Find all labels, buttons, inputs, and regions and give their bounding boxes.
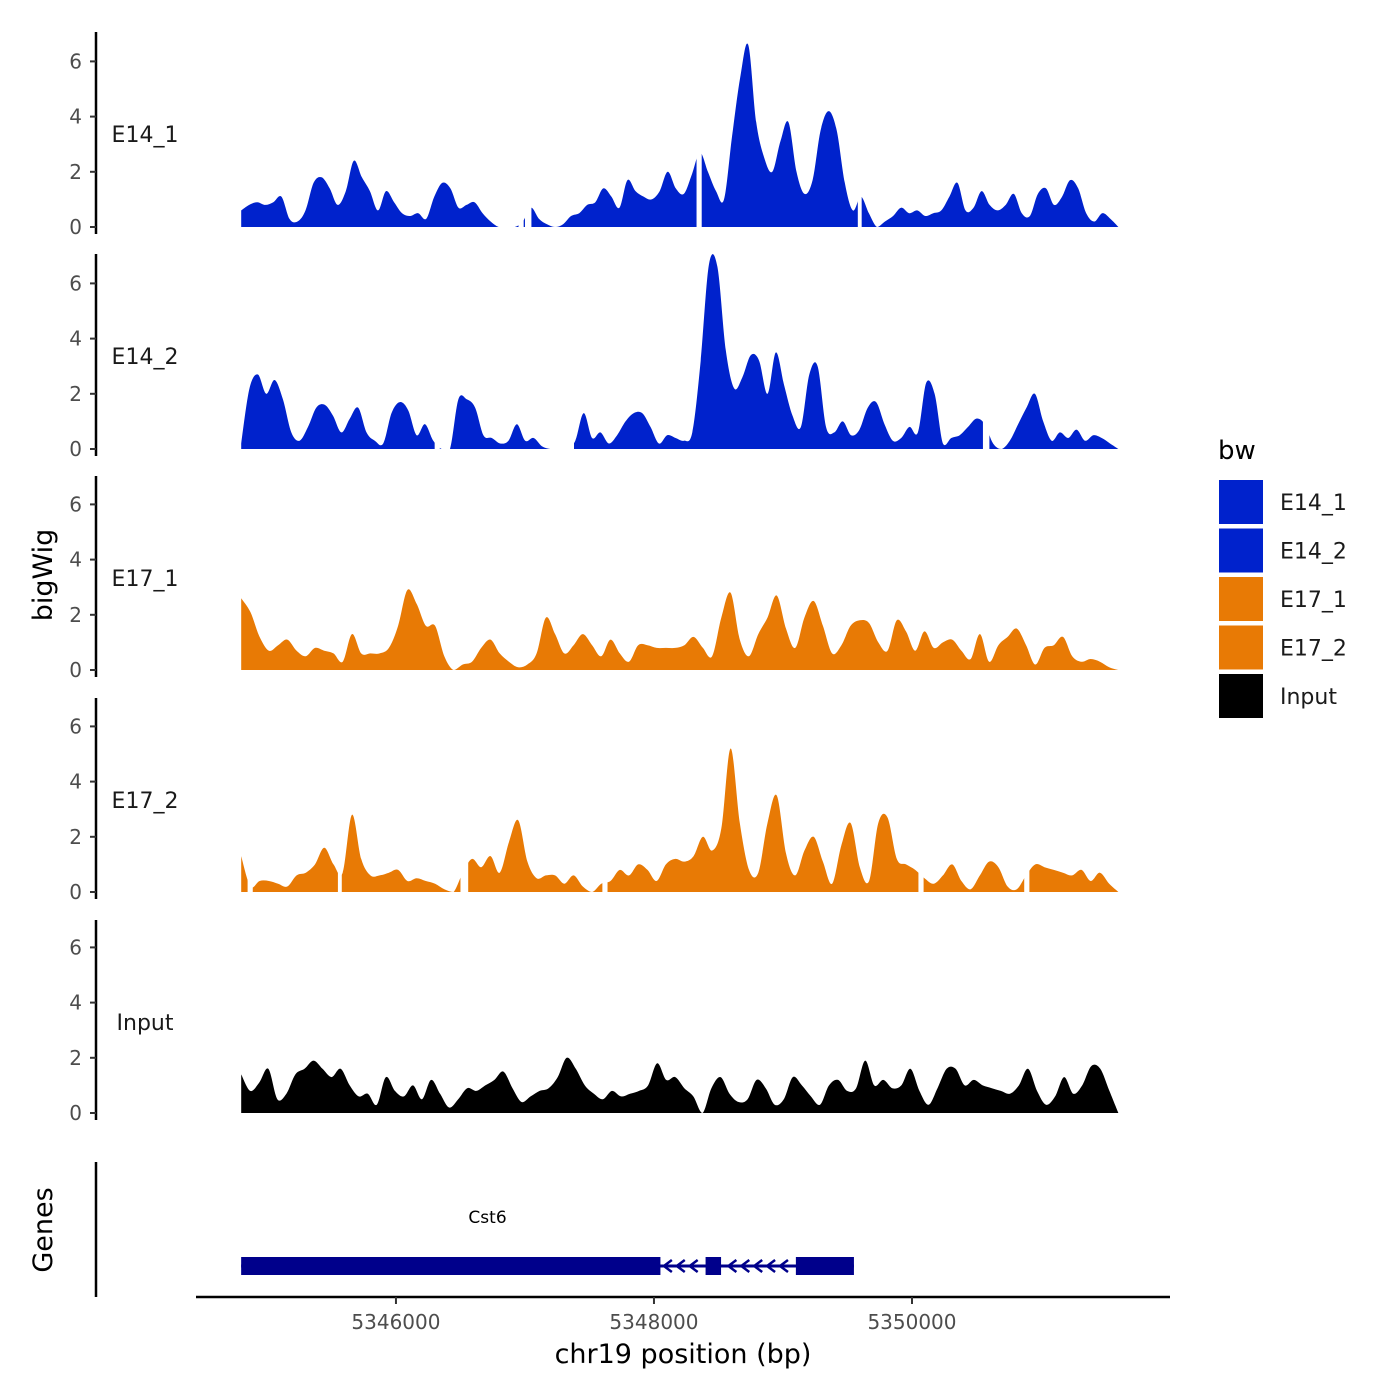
y-tick-label: 2 (69, 160, 82, 184)
track-label: E14_1 (112, 123, 179, 148)
legend-title: bw (1218, 436, 1256, 466)
y-tick-label: 6 (69, 492, 82, 516)
track-e14-2: 0 2 4 6 E14_2 (69, 254, 1119, 461)
genes-track-label: Genes (28, 1187, 59, 1272)
strand-arrow (764, 1259, 776, 1273)
y-axis-title: bigWig (28, 529, 59, 622)
legend-label: E14_2 (1280, 540, 1347, 565)
y-tick-label: 4 (69, 991, 82, 1015)
x-tick-label: 5348000 (609, 1310, 698, 1334)
gene-exon (795, 1257, 854, 1275)
track-e14-1: 0 2 4 6 E14_1 (69, 32, 1119, 239)
legend-label: E17_2 (1280, 637, 1347, 662)
legend-swatch (1219, 480, 1263, 524)
track-label: E17_2 (112, 789, 179, 814)
strand-arrow (661, 1259, 673, 1273)
strand-arrow (687, 1259, 699, 1273)
strand-arrow (739, 1259, 751, 1273)
y-tick-label: 0 (69, 1101, 82, 1125)
x-tick-label: 5350000 (867, 1310, 956, 1334)
y-tick-label: 0 (69, 658, 82, 682)
track-label: Input (117, 1011, 174, 1036)
strand-arrow (674, 1259, 686, 1273)
y-tick-label: 4 (69, 770, 82, 794)
y-tick-label: 2 (69, 603, 82, 627)
signal-area-e17-1 (241, 589, 1119, 670)
signal-area-input (241, 1057, 1119, 1113)
legend: bw E14_1 E14_2 E17_1 E17_2 Input (1218, 436, 1347, 718)
y-tick-label: 6 (69, 49, 82, 73)
strand-arrow (777, 1259, 789, 1273)
y-tick-label: 6 (69, 714, 82, 738)
x-axis-title: chr19 position (bp) (555, 1339, 812, 1370)
legend-label: E17_1 (1280, 588, 1347, 613)
legend-swatch (1219, 674, 1263, 718)
legend-swatch (1219, 577, 1263, 621)
legend-label: E14_1 (1280, 491, 1347, 516)
legend-swatch (1219, 625, 1263, 670)
legend-swatch (1219, 528, 1263, 573)
y-tick-label: 4 (69, 327, 82, 351)
signal-tracks: 0 2 4 6 E14_1 0 2 4 6 E14_2 0 2 4 6 E17_1 0 2 4 6 E17_2 0 2 4 6… (69, 32, 1119, 1125)
signal-area-e14-2 (241, 254, 1119, 449)
x-axis: 5346000 5348000 5350000 (196, 1295, 1170, 1334)
y-tick-label: 2 (69, 382, 82, 406)
y-tick-label: 2 (69, 825, 82, 849)
y-tick-label: 4 (69, 548, 82, 572)
legend-label: Input (1280, 685, 1337, 710)
signal-area-e17-2 (241, 748, 1119, 892)
gene-name-label: Cst6 (468, 1208, 506, 1228)
y-tick-label: 4 (69, 105, 82, 129)
y-tick-label: 0 (69, 437, 82, 461)
y-tick-label: 0 (69, 215, 82, 239)
genes-track: Genes Cst6 (28, 1162, 854, 1297)
track-e17-2: 0 2 4 6 E17_2 (69, 698, 1119, 904)
track-input: 0 2 4 6 Input (69, 920, 1119, 1125)
x-tick-label: 5346000 (351, 1310, 440, 1334)
strand-arrow (726, 1259, 738, 1273)
y-tick-label: 2 (69, 1046, 82, 1070)
track-label: E14_2 (112, 345, 179, 370)
track-e17-1: 0 2 4 6 E17_1 (69, 476, 1119, 682)
gene-exon (705, 1257, 722, 1275)
gene-exon (241, 1257, 661, 1275)
y-tick-label: 6 (69, 271, 82, 295)
signal-area-e14-1 (241, 43, 1119, 228)
strand-arrow (752, 1259, 763, 1273)
y-tick-label: 6 (69, 935, 82, 959)
y-tick-label: 0 (69, 880, 82, 904)
track-label: E17_1 (112, 567, 179, 592)
